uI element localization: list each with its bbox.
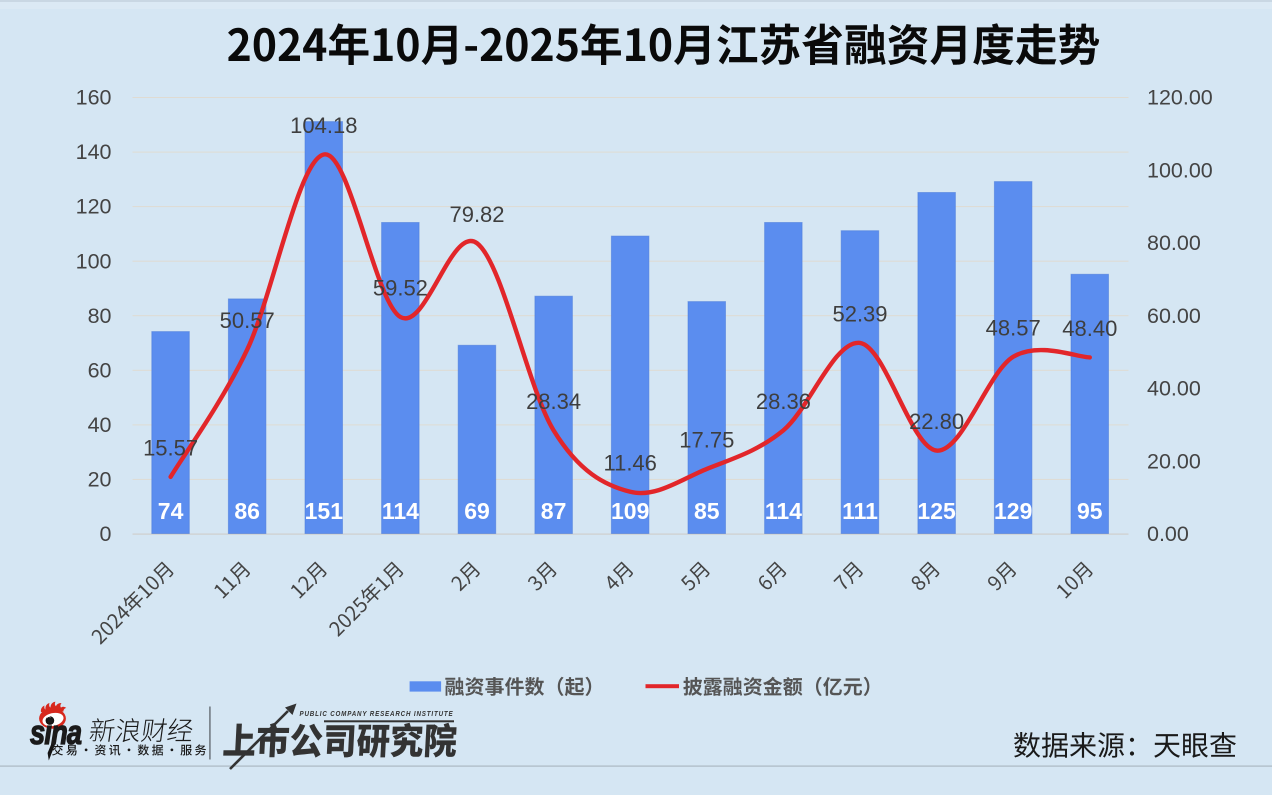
svg-text:22.80: 22.80 (909, 409, 964, 434)
svg-text:69: 69 (464, 498, 490, 524)
svg-text:79.82: 79.82 (449, 202, 504, 227)
svg-text:15.57: 15.57 (143, 436, 198, 461)
svg-text:48.40: 48.40 (1062, 316, 1117, 341)
svg-text:160: 160 (76, 86, 112, 110)
svg-text:109: 109 (611, 498, 649, 524)
svg-text:120: 120 (76, 195, 112, 219)
svg-text:125: 125 (917, 498, 956, 524)
svg-text:0: 0 (100, 522, 112, 546)
svg-text:60.00: 60.00 (1147, 304, 1201, 328)
svg-text:11.46: 11.46 (603, 450, 656, 475)
svg-text:48.57: 48.57 (986, 315, 1041, 340)
svg-text:20.00: 20.00 (1147, 449, 1201, 473)
svg-text:100.00: 100.00 (1147, 158, 1213, 182)
svg-text:40.00: 40.00 (1147, 377, 1201, 401)
svg-text:59.52: 59.52 (373, 276, 428, 301)
svg-text:114: 114 (765, 498, 802, 524)
svg-text:60: 60 (88, 358, 112, 382)
svg-text:140: 140 (76, 140, 112, 164)
svg-text:20: 20 (88, 468, 112, 492)
svg-text:120.00: 120.00 (1147, 86, 1213, 110)
svg-text:28.34: 28.34 (526, 389, 581, 414)
svg-text:28.36: 28.36 (756, 389, 811, 414)
svg-text:74: 74 (158, 498, 184, 524)
svg-text:129: 129 (994, 498, 1032, 524)
svg-text:80.00: 80.00 (1147, 231, 1201, 255)
svg-text:114: 114 (382, 498, 419, 524)
svg-text:95: 95 (1077, 498, 1103, 524)
svg-text:sina: sina (30, 713, 82, 752)
svg-text:17.75: 17.75 (679, 428, 734, 453)
svg-text:111: 111 (842, 498, 878, 524)
svg-text:40: 40 (88, 413, 112, 437)
svg-text:86: 86 (234, 498, 260, 524)
svg-text:151: 151 (305, 498, 344, 524)
svg-text:80: 80 (88, 304, 112, 328)
svg-text:87: 87 (541, 498, 567, 524)
svg-text:PUBLIC COMPANY RESEARCH INSTIT: PUBLIC COMPANY RESEARCH INSTITUTE (300, 709, 454, 718)
svg-text:85: 85 (694, 498, 720, 524)
svg-text:104.18: 104.18 (290, 113, 357, 138)
svg-text:0.00: 0.00 (1147, 522, 1189, 546)
svg-text:52.39: 52.39 (832, 302, 887, 327)
svg-text:50.57: 50.57 (220, 308, 275, 333)
svg-text:100: 100 (76, 249, 112, 273)
